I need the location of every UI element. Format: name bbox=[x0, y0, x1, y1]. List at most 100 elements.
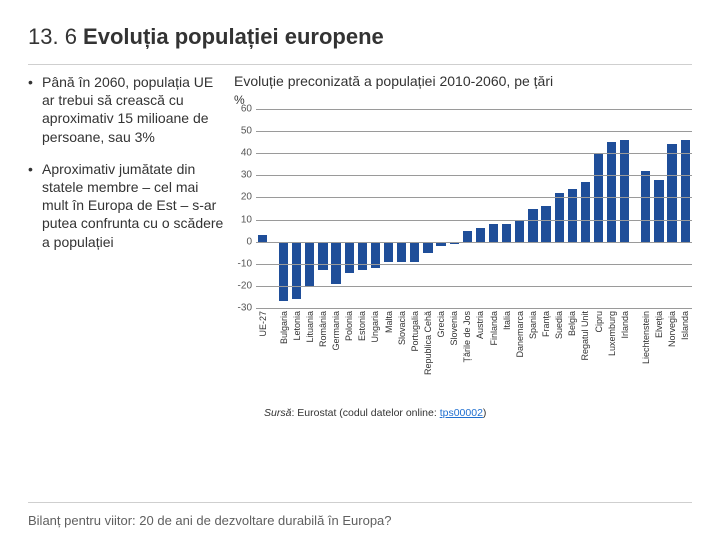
x-label: Slovacia bbox=[397, 311, 407, 345]
gridline bbox=[256, 220, 692, 221]
bar bbox=[384, 242, 393, 262]
x-label: Finlanda bbox=[489, 311, 499, 346]
x-label: Austria bbox=[475, 311, 485, 339]
chart-source: Sursă: Eurostat (codul datelor online: t… bbox=[264, 407, 692, 419]
bar-column bbox=[540, 109, 553, 308]
x-label: România bbox=[318, 311, 328, 347]
x-label-column: Estonia bbox=[356, 311, 369, 401]
x-label-column: Slovenia bbox=[448, 311, 461, 401]
y-tick: 60 bbox=[234, 104, 252, 115]
gridline bbox=[256, 197, 692, 198]
bar bbox=[423, 242, 432, 253]
x-label: Belgia bbox=[567, 311, 577, 336]
bar-column bbox=[566, 109, 579, 308]
x-label: Estonia bbox=[357, 311, 367, 341]
x-label-column: Bulgaria bbox=[277, 311, 290, 401]
bar bbox=[581, 182, 590, 242]
x-label: Liechtenstein bbox=[641, 311, 651, 364]
x-label-column: Spania bbox=[526, 311, 539, 401]
y-tick: 10 bbox=[234, 214, 252, 225]
bar bbox=[515, 220, 524, 242]
bar bbox=[463, 231, 472, 242]
bar-column bbox=[500, 109, 513, 308]
x-label-column: Republica Cehă bbox=[421, 311, 434, 401]
bar-column bbox=[461, 109, 474, 308]
x-label: Spania bbox=[528, 311, 538, 339]
x-label-column: Ungaria bbox=[369, 311, 382, 401]
x-label: Regatul Unit bbox=[580, 311, 590, 361]
footer-text: Bilanț pentru viitor: 20 de ani de dezvo… bbox=[28, 502, 692, 528]
bar bbox=[358, 242, 367, 271]
x-label-column: Grecia bbox=[435, 311, 448, 401]
x-label-column: Franța bbox=[540, 311, 553, 401]
bar bbox=[292, 242, 301, 300]
title-divider bbox=[28, 64, 692, 65]
x-label: Elveția bbox=[654, 311, 664, 338]
x-label: Slovenia bbox=[449, 311, 459, 346]
bars-container bbox=[256, 109, 692, 308]
source-close: ) bbox=[483, 407, 487, 419]
bar-column bbox=[679, 109, 692, 308]
x-label: Bulgaria bbox=[279, 311, 289, 344]
source-link[interactable]: tps00002 bbox=[440, 407, 483, 419]
bar-column bbox=[579, 109, 592, 308]
source-text: : Eurostat (codul datelor online: bbox=[291, 407, 439, 419]
gridline bbox=[256, 264, 692, 265]
x-label-column: Danemarca bbox=[513, 311, 526, 401]
bar-column bbox=[316, 109, 329, 308]
bar bbox=[345, 242, 354, 273]
x-label-column: Irlanda bbox=[618, 311, 631, 401]
gridline bbox=[256, 308, 692, 309]
x-label-column: Regatul Unit bbox=[579, 311, 592, 401]
x-label-column: Luxemburg bbox=[605, 311, 618, 401]
y-tick: -20 bbox=[234, 280, 252, 291]
bar bbox=[681, 140, 690, 242]
x-label: Islanda bbox=[680, 311, 690, 340]
x-label-column: Suedia bbox=[553, 311, 566, 401]
x-label: Suedia bbox=[554, 311, 564, 339]
x-label-column: Slovacia bbox=[395, 311, 408, 401]
gridline bbox=[256, 175, 692, 176]
y-tick: 40 bbox=[234, 148, 252, 159]
x-label-column: Letonia bbox=[290, 311, 303, 401]
x-label-column: Islanda bbox=[679, 311, 692, 401]
bar-column bbox=[474, 109, 487, 308]
x-label: Letonia bbox=[292, 311, 302, 341]
bar-column bbox=[487, 109, 500, 308]
x-label-column: Finlanda bbox=[487, 311, 500, 401]
bar-column bbox=[330, 109, 343, 308]
title-text: Evoluția populației europene bbox=[83, 24, 384, 49]
page-title: 13. 6 Evoluția populației europene bbox=[28, 24, 692, 50]
group-gap bbox=[631, 109, 639, 308]
chart-y-label: % bbox=[234, 93, 692, 107]
bar bbox=[331, 242, 340, 284]
x-label: Norvegia bbox=[667, 311, 677, 347]
source-label: Sursă bbox=[264, 407, 291, 419]
bar-column bbox=[290, 109, 303, 308]
x-label: Republica Cehă bbox=[423, 311, 433, 375]
bar bbox=[410, 242, 419, 262]
x-label: Germania bbox=[331, 311, 341, 351]
x-label: Portugalia bbox=[410, 311, 420, 352]
bar bbox=[555, 193, 564, 242]
x-label: Grecia bbox=[436, 311, 446, 338]
x-label: Ungaria bbox=[370, 311, 380, 343]
x-label-column: Lituania bbox=[303, 311, 316, 401]
x-label-column: Elveția bbox=[652, 311, 665, 401]
plot-area: -30-20-100102030405060 bbox=[256, 109, 692, 309]
y-tick: 30 bbox=[234, 170, 252, 181]
group-gap bbox=[631, 311, 639, 401]
bar bbox=[528, 209, 537, 242]
bar-column bbox=[513, 109, 526, 308]
bar-column bbox=[369, 109, 382, 308]
bar-column bbox=[277, 109, 290, 308]
chart-title: Evoluție preconizată a populației 2010-2… bbox=[234, 73, 692, 89]
content-row: Până în 2060, populația UE ar trebui să … bbox=[28, 73, 692, 502]
bar bbox=[541, 206, 550, 241]
chart-panel: Evoluție preconizată a populației 2010-2… bbox=[234, 73, 692, 502]
bar bbox=[667, 144, 676, 241]
x-label-column: Liechtenstein bbox=[639, 311, 652, 401]
bar bbox=[489, 224, 498, 242]
y-tick: -30 bbox=[234, 303, 252, 314]
gridline bbox=[256, 153, 692, 154]
